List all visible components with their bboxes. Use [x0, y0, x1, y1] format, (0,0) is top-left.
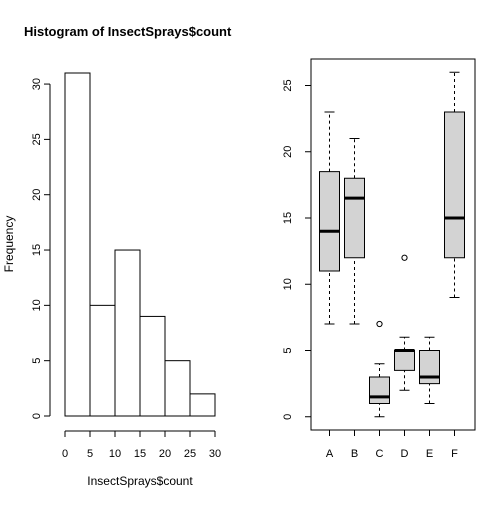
boxplot-box-D	[394, 254, 415, 391]
histogram-title: Histogram of InsectSprays$count	[24, 24, 232, 39]
histogram-x-tick-label-6: 30	[209, 448, 221, 460]
outlier-D-0	[401, 254, 408, 261]
histogram-x-tick-label-5: 25	[184, 448, 196, 460]
outlier-C-0	[376, 320, 383, 328]
histogram-x-tick-label-3: 15	[134, 448, 146, 460]
box-iqr-A	[319, 171, 340, 272]
boxplot-y-tick-label-2: 10	[282, 278, 294, 290]
histogram-x-tick-label-1: 5	[87, 448, 93, 460]
box-iqr-D	[394, 350, 415, 371]
histogram-bar-3	[139, 315, 166, 417]
box-iqr-B	[344, 177, 365, 259]
histogram-y-tick-label-5: 25	[31, 133, 43, 145]
boxplot-box-F	[444, 71, 465, 298]
box-iqr-F	[444, 111, 465, 259]
boxplot-y-tick-label-1: 5	[282, 347, 294, 353]
histogram-y-tick-label-4: 20	[31, 189, 43, 201]
box-iqr-C	[369, 376, 390, 404]
histogram-x-tick-label-4: 20	[159, 448, 171, 460]
histogram-bars	[64, 72, 216, 417]
histogram-bar-0	[64, 72, 91, 417]
boxplot-x-axis: A B C D E F	[326, 429, 458, 460]
boxplot-box-C	[369, 320, 390, 418]
boxplot-y-tick-label-0: 0	[282, 414, 294, 420]
boxplot-box-B	[344, 138, 365, 325]
histogram-bar-5	[189, 393, 216, 417]
histogram-y-label: Frequency	[2, 216, 16, 273]
histogram-x-tick-label-2: 10	[109, 448, 121, 460]
boxplot-box-E	[419, 336, 440, 404]
boxplot-panel: A B C D E F 0 5 10 15 20 25	[282, 58, 476, 460]
histogram-y-tick-label-6: 30	[31, 78, 43, 90]
histogram-bar-1	[89, 304, 116, 417]
boxplot-y-tick-label-4: 20	[282, 146, 294, 158]
boxplot-x-tick-label-D: D	[401, 448, 409, 460]
histogram-x-label: InsectSprays$count	[87, 474, 193, 488]
histogram-y-tick-label-1: 5	[31, 358, 43, 364]
boxplot-y-tick-label-5: 25	[282, 79, 294, 91]
boxplot-y-tick-label-3: 15	[282, 212, 294, 224]
histogram-panel: Histogram of InsectSprays$count InsectSp…	[2, 24, 232, 488]
boxplot-box-A	[319, 111, 340, 325]
boxplot-x-tick-label-F: F	[451, 448, 458, 460]
boxplot-boxes	[319, 71, 465, 418]
histogram-bar-2	[114, 249, 141, 417]
boxplot-y-axis: 0 5 10 15 20 25	[282, 79, 312, 420]
histogram-bar-4	[164, 360, 191, 417]
histogram-x-tick-label-0: 0	[62, 448, 68, 460]
histogram-y-axis: 0 5 10 15 20 25 30	[31, 78, 51, 419]
histogram-y-tick-label-2: 10	[31, 299, 43, 311]
histogram-y-tick-label-3: 15	[31, 244, 43, 256]
boxplot-x-tick-label-B: B	[351, 448, 358, 460]
boxplot-x-tick-label-E: E	[426, 448, 433, 460]
boxplot-x-tick-label-C: C	[376, 448, 384, 460]
box-iqr-E	[419, 350, 440, 385]
histogram-x-axis: 0 5 10 15 20 25 30	[62, 430, 221, 460]
histogram-y-tick-label-0: 0	[31, 413, 43, 419]
boxplot-x-tick-label-A: A	[326, 448, 334, 460]
